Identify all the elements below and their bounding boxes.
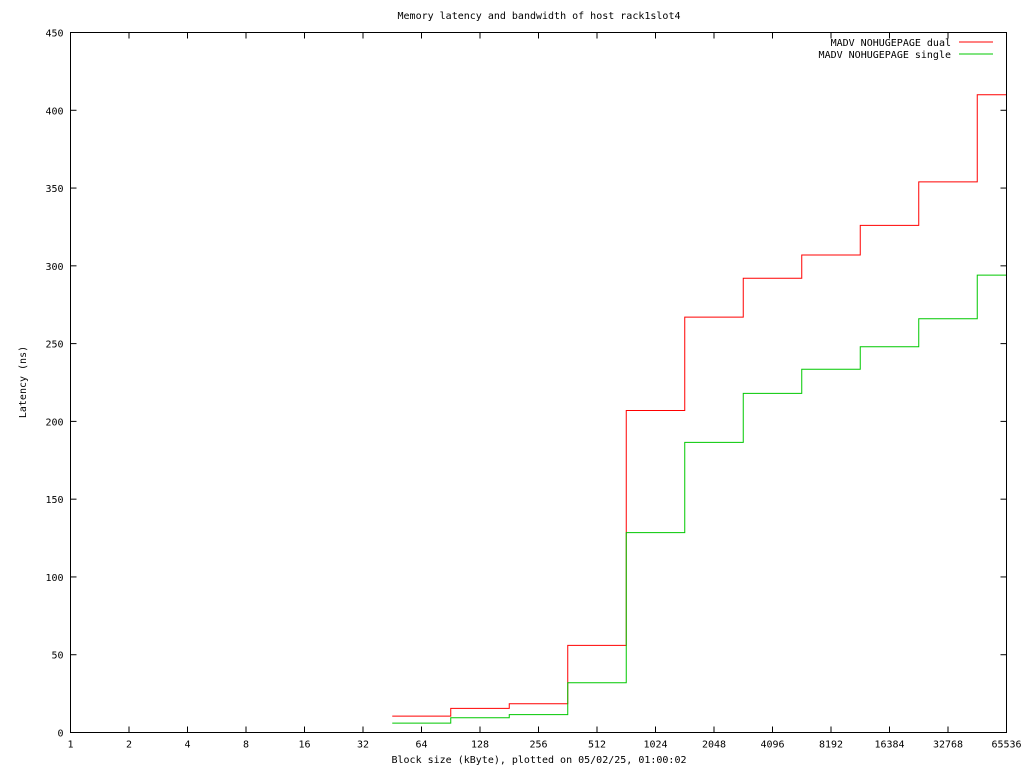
y-tick-label-3: 150 xyxy=(45,495,63,506)
x-tick-label-1: 2 xyxy=(126,740,132,751)
series-group xyxy=(392,94,1007,724)
chart-title: Memory latency and bandwidth of host rac… xyxy=(398,11,681,22)
plot-frame xyxy=(70,32,1007,733)
x-tick-label-9: 512 xyxy=(588,740,606,751)
y-axis-label: Latency (ns) xyxy=(18,346,29,418)
x-tick-label-0: 1 xyxy=(67,740,73,751)
x-tick-label-3: 8 xyxy=(243,740,249,751)
y-tick-label-5: 250 xyxy=(45,340,63,351)
legend-label-1: MADV NOHUGEPAGE dual xyxy=(831,38,951,49)
x-tick-label-7: 128 xyxy=(471,740,489,751)
x-tick-label-14: 16384 xyxy=(874,740,904,751)
y-tick-label-2: 100 xyxy=(45,573,63,584)
series-line-1 xyxy=(392,94,1007,717)
y-tick-label-8: 400 xyxy=(45,106,63,117)
x-tick-label-5: 32 xyxy=(357,740,369,751)
axis-ticks: 1 2 4 8 16 32 64 128 256 512 1024 2048 4096 8192 16384… xyxy=(45,29,1021,751)
y-tick-label-0: 0 xyxy=(57,729,63,740)
x-tick-label-4: 16 xyxy=(298,740,310,751)
x-axis-label: Block size (kByte), plotted on 05/02/25,… xyxy=(391,755,686,766)
x-tick-label-10: 1024 xyxy=(643,740,667,751)
y-tick-label-6: 300 xyxy=(45,262,63,273)
x-tick-label-6: 64 xyxy=(415,740,427,751)
y-tick-label-1: 50 xyxy=(51,651,63,662)
y-tick-label-7: 350 xyxy=(45,184,63,195)
x-tick-label-16: 65536 xyxy=(991,740,1021,751)
legend-label-2: MADV NOHUGEPAGE single xyxy=(819,50,951,61)
x-tick-label-8: 256 xyxy=(529,740,547,751)
y-tick-label-9: 450 xyxy=(45,29,63,40)
series-line-2 xyxy=(392,274,1007,724)
x-tick-label-11: 2048 xyxy=(702,740,726,751)
x-tick-label-15: 32768 xyxy=(933,740,963,751)
y-tick-label-4: 200 xyxy=(45,417,63,428)
x-tick-label-13: 8192 xyxy=(819,740,843,751)
x-tick-label-2: 4 xyxy=(184,740,190,751)
x-tick-label-12: 4096 xyxy=(760,740,784,751)
